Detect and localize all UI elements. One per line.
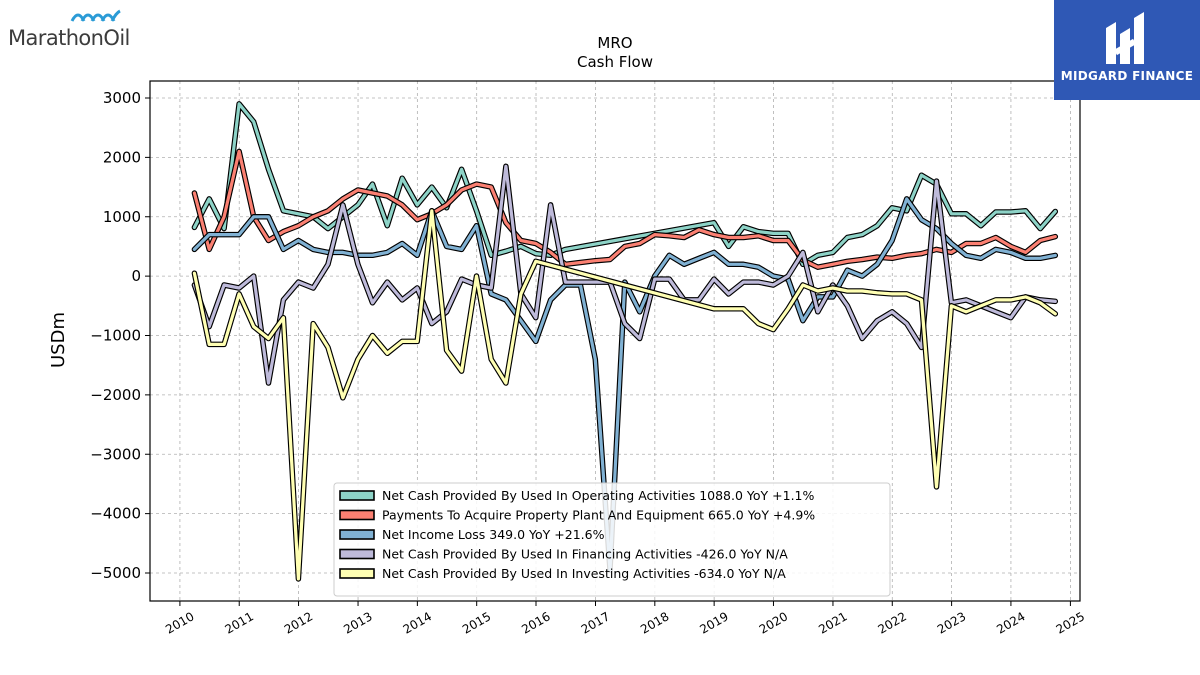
y-axis-label: USDm xyxy=(48,312,69,368)
chart-title: MRO xyxy=(597,34,632,52)
legend-swatch-3 xyxy=(339,529,375,540)
x-tick-label: 2011 xyxy=(223,609,256,636)
x-tick-label: 2010 xyxy=(163,609,196,636)
y-tick-label: −1000 xyxy=(90,327,141,345)
series-line-3 xyxy=(192,197,1057,572)
y-tick-label: −4000 xyxy=(90,505,141,523)
legend-label-2: Payments To Acquire Property Plant And E… xyxy=(382,508,815,523)
x-tick-label: 2017 xyxy=(579,609,612,636)
x-tick-label: 2014 xyxy=(401,609,434,636)
marathon-oil-logo-text: MarathonOil xyxy=(8,26,130,50)
x-tick-label: 2013 xyxy=(341,609,374,636)
x-tick-label: 2020 xyxy=(757,609,790,636)
x-tick-label: 2022 xyxy=(876,609,909,636)
legend-swatch-2 xyxy=(339,509,375,521)
wave-icon xyxy=(70,9,121,22)
y-axis-ticks: 3000 2000 1000 0 −1000 −2000 −3000 −4000 −5000 xyxy=(90,89,150,582)
y-tick-label: 3000 xyxy=(103,89,141,107)
chart-subtitle: Cash Flow xyxy=(577,53,653,71)
x-tick-label: 2023 xyxy=(935,609,968,636)
legend-box xyxy=(333,482,891,597)
x-tick-label: 2024 xyxy=(994,609,1027,636)
legend-swatch-5 xyxy=(339,568,375,579)
series-line-2 xyxy=(192,149,1057,269)
x-tick-label: 2019 xyxy=(697,609,730,636)
y-tick-label: −3000 xyxy=(90,445,141,463)
y-tick-label: 2000 xyxy=(103,148,141,166)
x-tick-label: 2015 xyxy=(460,609,493,636)
x-tick-label: 2018 xyxy=(638,609,671,636)
series-line-1 xyxy=(192,102,1057,266)
legend-label-3: Net Income Loss 349.0 YoY +21.6% xyxy=(382,527,605,542)
plot-frame xyxy=(149,80,1081,602)
legend-label-1: Net Cash Provided By Used In Operating A… xyxy=(382,488,814,503)
x-tick-label: 2016 xyxy=(519,609,552,636)
x-tick-label: 2025 xyxy=(1054,609,1087,636)
x-axis-ticks: 2010 2011 2012 2013 2014 2015 2016 2017 2018 2019… xyxy=(163,601,1087,637)
legend-swatch-1 xyxy=(339,490,375,501)
midgard-finance-logo-text: MIDGARD FINANCE xyxy=(1060,69,1194,83)
legend-label-5: Net Cash Provided By Used In Investing A… xyxy=(382,566,786,581)
series-line-4 xyxy=(192,164,1057,385)
chart-legend: Net Cash Provided By Used In Operating A… xyxy=(333,482,891,597)
series-line-5 xyxy=(192,209,1057,581)
y-tick-label: 1000 xyxy=(103,208,141,226)
y-tick-label: 0 xyxy=(131,267,141,285)
x-tick-label: 2012 xyxy=(282,609,315,636)
y-tick-label: −2000 xyxy=(90,386,141,404)
marathon-oil-logo: MarathonOil xyxy=(8,6,148,50)
midgard-finance-logo: MIDGARD FINANCE xyxy=(1054,0,1200,100)
legend-label-4: Net Cash Provided By Used In Financing A… xyxy=(382,547,788,562)
midgard-monogram-icon xyxy=(1106,12,1144,64)
legend-swatch-4 xyxy=(339,548,375,560)
series-lines xyxy=(191,101,1059,582)
x-tick-label: 2021 xyxy=(816,609,849,636)
y-tick-label: −5000 xyxy=(90,564,141,582)
